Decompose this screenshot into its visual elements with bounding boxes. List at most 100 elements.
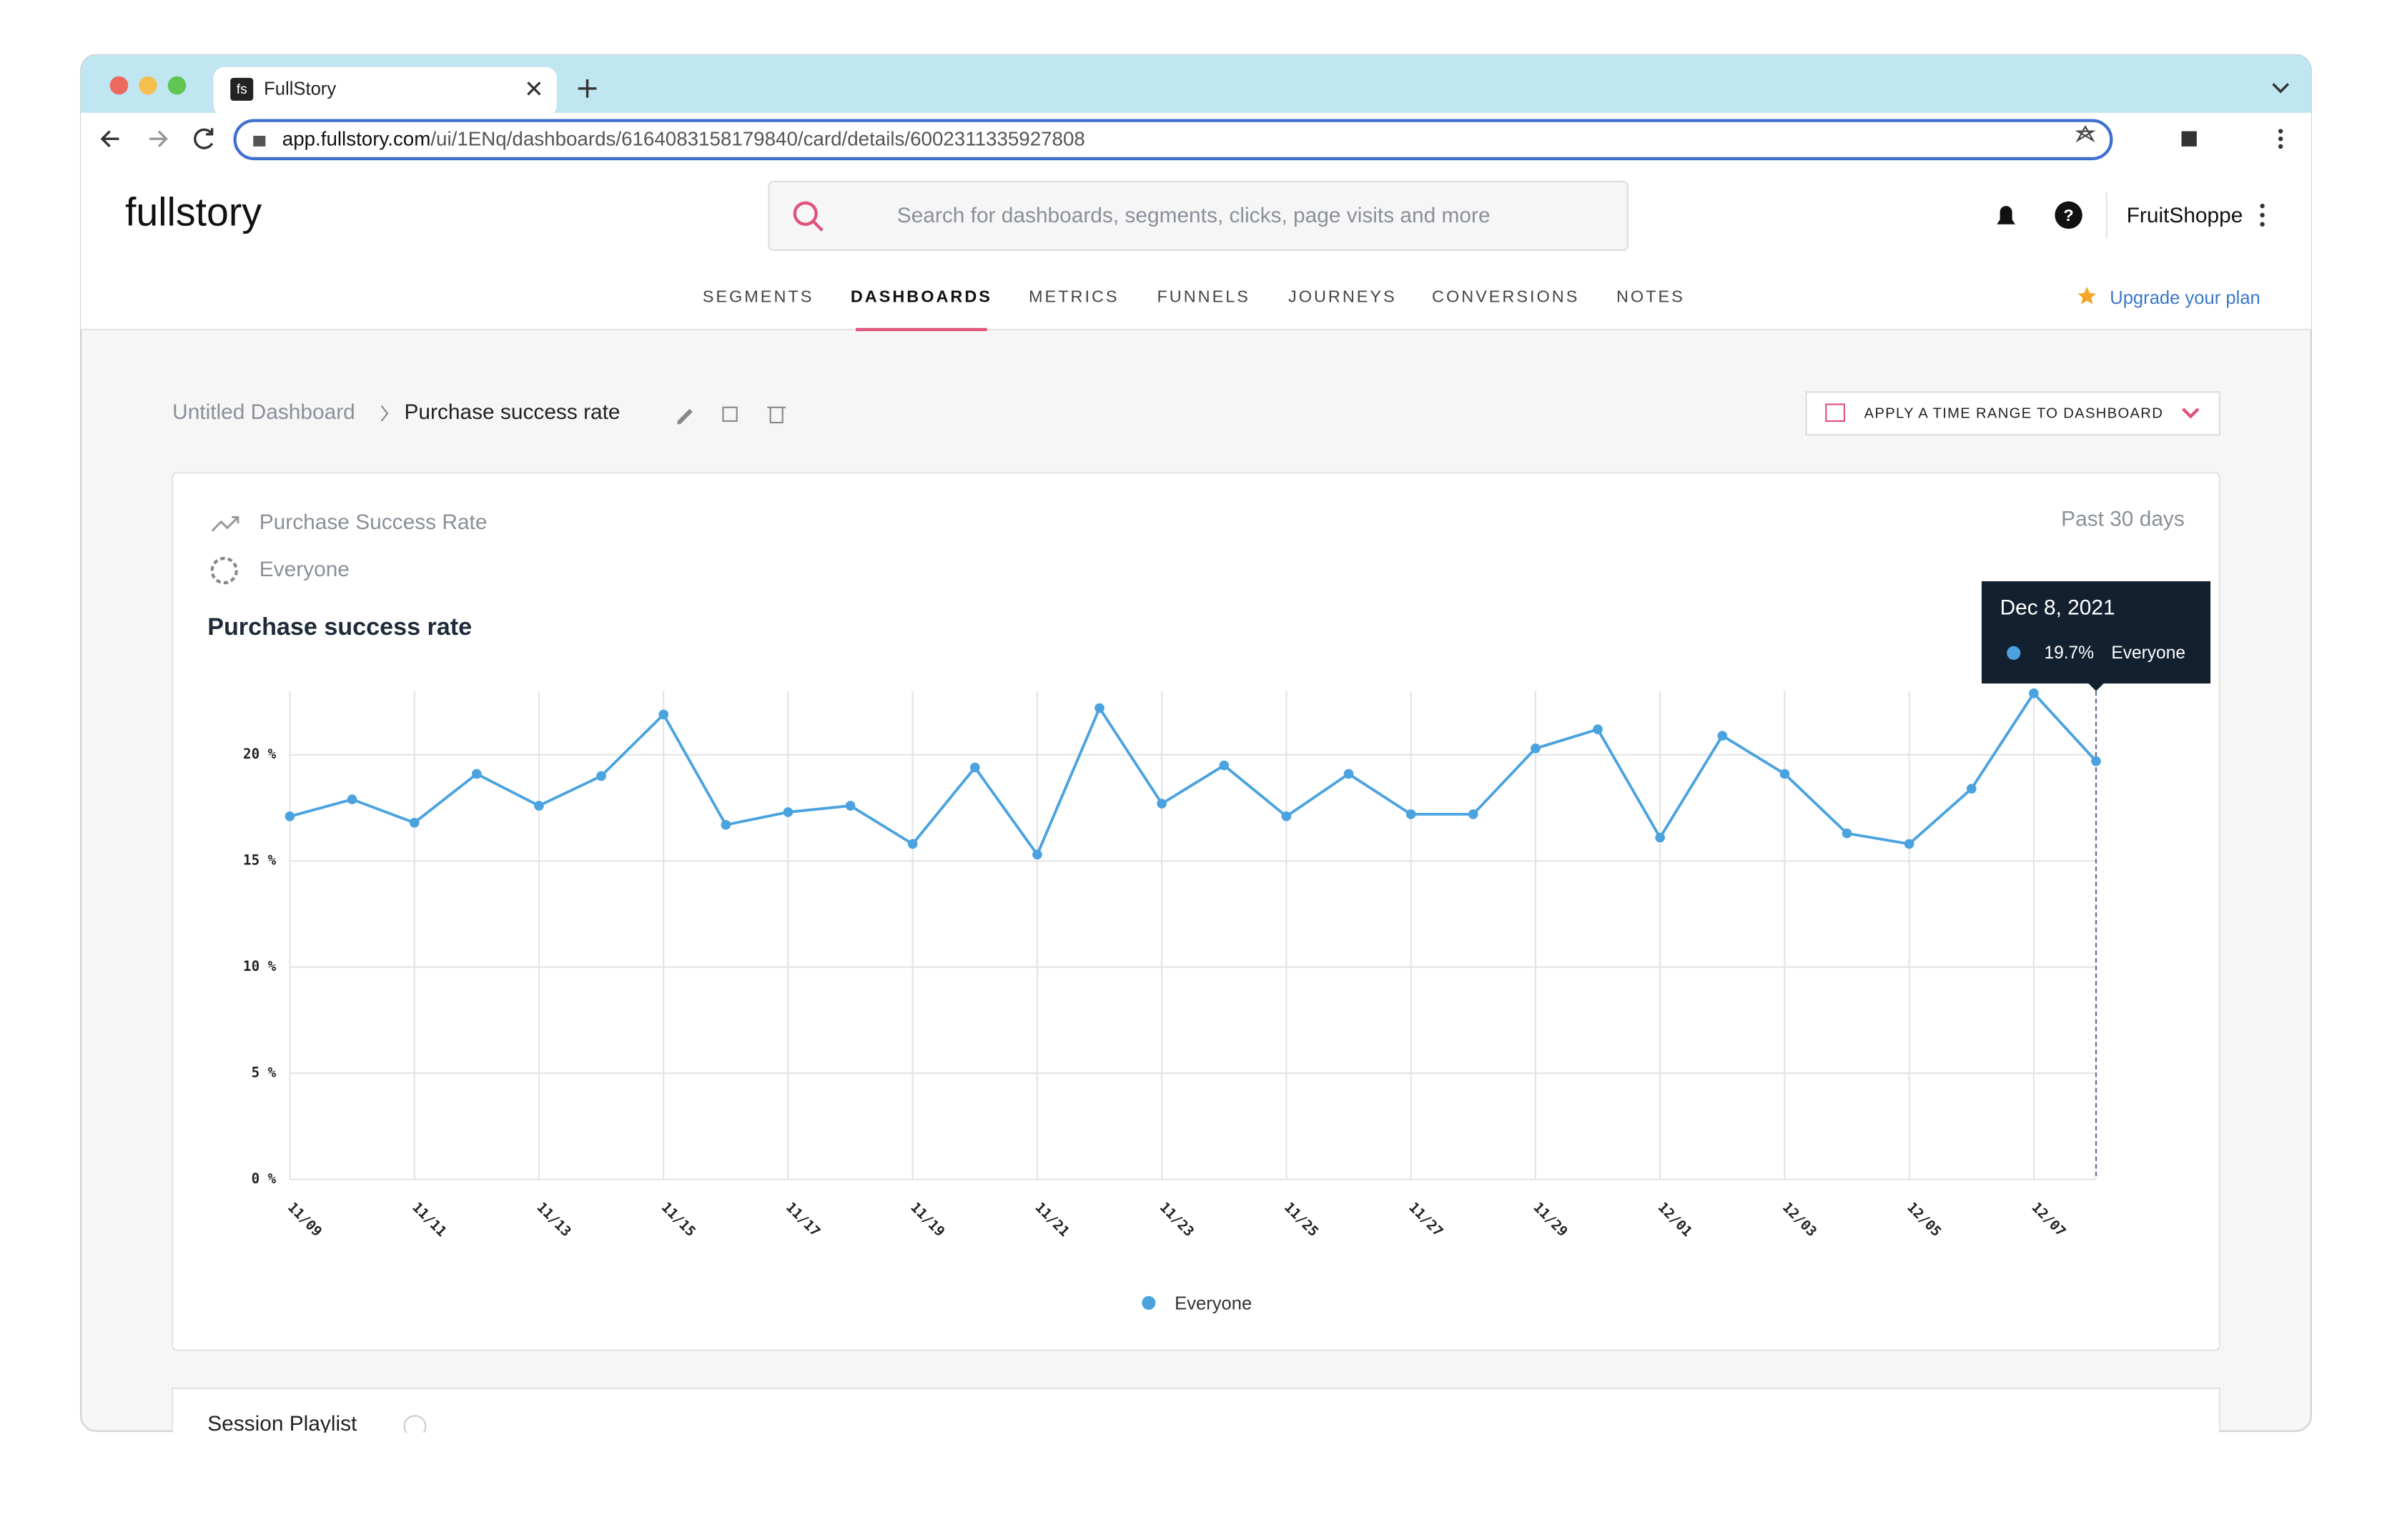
url-host: app.fullstory.com <box>282 128 431 150</box>
data-point <box>1779 769 1790 779</box>
nav-item[interactable]: FUNNELS <box>1157 287 1250 305</box>
search-icon <box>793 201 818 226</box>
data-point <box>1094 703 1104 714</box>
tab-strip <box>81 54 2311 113</box>
breadcrumb-sep <box>380 405 389 422</box>
search-box[interactable] <box>768 180 1629 252</box>
tooltip-series: Everyone <box>2111 643 2185 663</box>
reload[interactable] <box>194 128 214 149</box>
forward[interactable] <box>149 130 169 148</box>
nav-item[interactable]: NOTES <box>1616 287 1685 305</box>
tab-icon: fs <box>237 82 247 97</box>
data-point <box>347 794 357 804</box>
data-point <box>1593 724 1603 734</box>
search-placeholder: Search for dashboards, segments, clicks,… <box>897 204 1491 227</box>
calendar-icon <box>1825 403 1845 423</box>
next-card-title: Session Playlist <box>207 1412 357 1436</box>
tooltip-title: Dec 8, 2021 <box>2000 596 2115 619</box>
tooltip <box>1981 581 2211 691</box>
tab-title: FullStory <box>264 79 336 99</box>
data-point <box>969 762 980 773</box>
nav-item[interactable]: JOURNEYS <box>1288 287 1397 305</box>
url-path: /ui/1ENq/dashboards/6164083158179840/car… <box>430 128 1085 150</box>
new-tab[interactable] <box>578 79 597 98</box>
data-point <box>1717 731 1728 741</box>
close-dot[interactable] <box>109 76 129 95</box>
notifications[interactable] <box>1997 206 2015 224</box>
bookmark[interactable] <box>2075 124 2096 143</box>
time-range: Past 30 days <box>2061 508 2185 531</box>
help-bg[interactable] <box>2055 201 2082 229</box>
search-icon-handle <box>811 219 824 232</box>
segment-name: Everyone <box>260 558 350 581</box>
browser-menu[interactable] <box>2278 129 2283 149</box>
tooltip-marker <box>2007 646 2021 660</box>
delete-icon[interactable] <box>767 406 786 424</box>
legend-label: Everyone <box>1175 1293 1252 1313</box>
extensions[interactable] <box>2181 131 2197 147</box>
data-point <box>907 839 918 849</box>
data-point <box>1468 809 1478 819</box>
metric-name: Purchase Success Rate <box>260 510 488 534</box>
back[interactable] <box>100 130 119 148</box>
data-point <box>1219 760 1230 771</box>
chart-title: Purchase success rate <box>207 613 472 641</box>
segment-icon <box>210 556 238 585</box>
y-tick-label: 0 % <box>252 1170 277 1187</box>
data-point <box>1157 799 1167 809</box>
url: app.fullstory.com/ui/1ENq/dashboards/616… <box>282 128 1085 150</box>
legend-marker <box>1142 1295 1156 1310</box>
tab-icon-bg <box>230 77 254 101</box>
y-tick-label: 5 % <box>252 1065 277 1081</box>
address-bar[interactable] <box>233 119 2113 161</box>
y-tick-label: 20 % <box>243 746 277 762</box>
nav-item[interactable]: SEGMENTS <box>703 287 814 305</box>
data-point <box>1405 809 1416 819</box>
nav-item[interactable]: DASHBOARDS <box>851 287 992 305</box>
account-menu[interactable] <box>2260 203 2265 227</box>
data-point <box>2029 688 2039 699</box>
breadcrumb-current: Purchase success rate <box>404 400 620 424</box>
account[interactable]: FruitShoppe <box>2127 204 2243 227</box>
nav-item[interactable]: CONVERSIONS <box>1432 287 1579 305</box>
data-point <box>1842 828 1852 839</box>
data-point <box>1531 744 1541 754</box>
breadcrumb-parent[interactable]: Untitled Dashboard <box>172 400 355 424</box>
min-dot[interactable] <box>139 76 157 95</box>
lock <box>253 135 266 147</box>
time-range-caret <box>2182 408 2200 419</box>
data-point <box>596 771 606 781</box>
data-point <box>783 807 794 817</box>
tab[interactable] <box>213 66 557 117</box>
nav-item[interactable]: METRICS <box>1029 287 1120 305</box>
data-point <box>1655 832 1665 843</box>
data-point <box>1281 811 1292 821</box>
max-dot[interactable] <box>167 76 187 95</box>
logo[interactable]: fullstory <box>125 190 262 235</box>
upgrade-link[interactable]: Upgrade your plan <box>2110 288 2260 308</box>
data-point <box>658 709 669 720</box>
data-point <box>2091 756 2101 766</box>
data-point <box>1032 849 1042 860</box>
window-bottom-cover <box>81 1432 2311 1540</box>
data-point <box>534 801 544 811</box>
data-point <box>1343 769 1354 779</box>
time-range-button[interactable] <box>1805 391 2220 436</box>
chart-card <box>172 472 2220 1351</box>
metric-icon <box>211 515 239 532</box>
data-point <box>285 811 295 821</box>
data-point <box>471 769 482 779</box>
data-point <box>1904 839 1914 849</box>
data-point <box>1966 784 1977 794</box>
tab-close[interactable] <box>527 82 541 96</box>
copy-icon[interactable] <box>722 406 738 423</box>
y-tick-label: 15 % <box>243 852 277 869</box>
edit-icon[interactable] <box>677 408 693 425</box>
y-tick-label: 10 % <box>243 958 277 974</box>
tab-menu[interactable] <box>2272 83 2290 94</box>
data-point <box>845 801 856 811</box>
help[interactable]: ? <box>2063 206 2073 224</box>
time-range-label: APPLY A TIME RANGE TO DASHBOARD <box>1864 406 2163 422</box>
